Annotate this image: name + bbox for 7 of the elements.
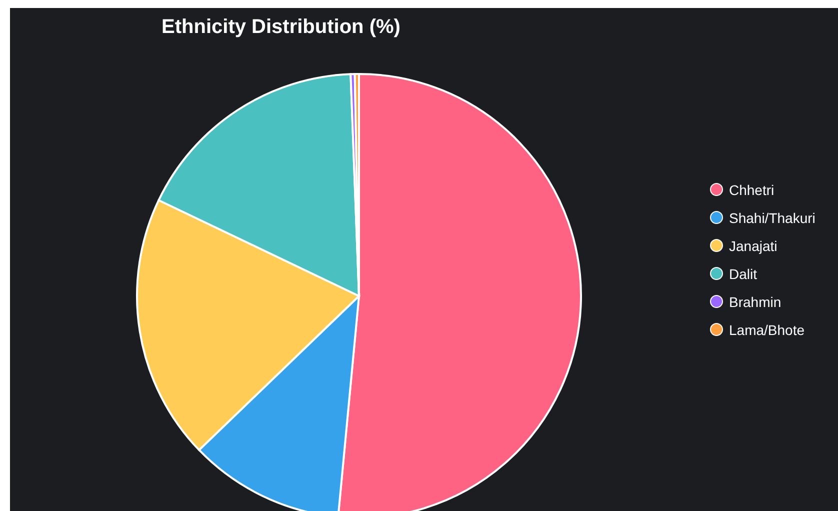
legend-label: Dalit (729, 264, 758, 284)
legend-label: Brahmin (729, 292, 782, 312)
chart-title: Ethnicity Distribution (%) (160, 16, 402, 39)
legend-label: Chhetri (729, 180, 774, 200)
legend-label: Lama/Bhote (729, 320, 804, 340)
legend-label: Shahi/Thakuri (729, 208, 816, 228)
legend-label: Janajati (729, 236, 778, 256)
